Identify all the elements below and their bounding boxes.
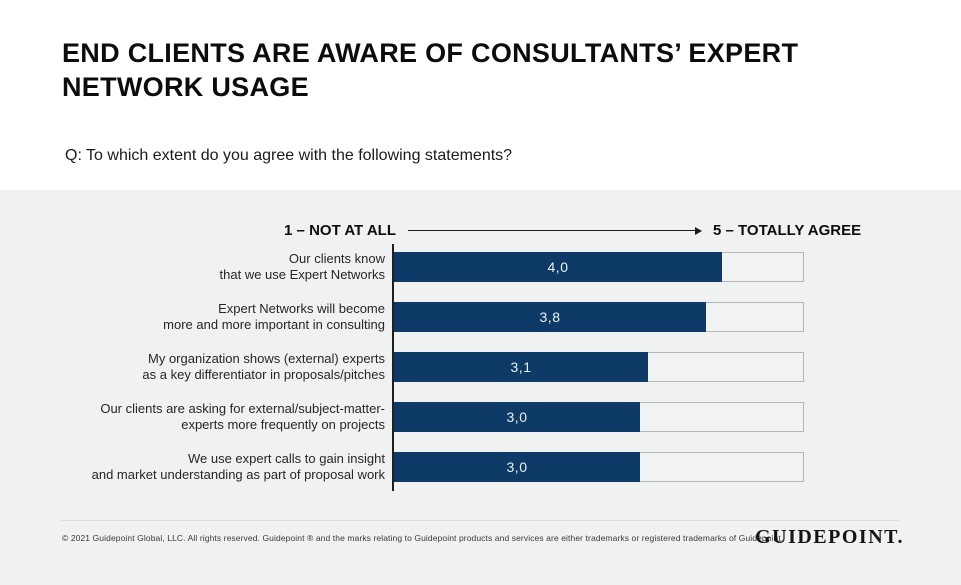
chart-row: Our clients are asking for external/subj… bbox=[0, 401, 961, 432]
copyright-text: © 2021 Guidepoint Global, LLC. All right… bbox=[62, 533, 784, 543]
survey-question: Q: To which extent do you agree with the… bbox=[65, 147, 513, 164]
bar-fill: 4,0 bbox=[394, 252, 722, 282]
bar-fill: 3,8 bbox=[394, 302, 706, 332]
bar-fill: 3,0 bbox=[394, 452, 640, 482]
bar-value-label: 3,8 bbox=[539, 309, 561, 325]
bar-fill: 3,1 bbox=[394, 352, 648, 382]
page-title: END CLIENTS ARE AWARE OF CONSULTANTS’ EX… bbox=[62, 38, 799, 102]
bar-value-label: 3,0 bbox=[506, 409, 528, 425]
scale-max-label: 5 – TOTALLY AGREE bbox=[713, 222, 862, 239]
chart-row: My organization shows (external) experts… bbox=[0, 351, 961, 382]
bar-category-label: My organization shows (external) experts… bbox=[142, 351, 385, 382]
bar-fill: 3,0 bbox=[394, 402, 640, 432]
bar-category-label: Our clients know that we use Expert Netw… bbox=[219, 251, 385, 282]
y-axis-line bbox=[392, 244, 394, 491]
guidepoint-logo: GUIDEPOINT. bbox=[755, 526, 904, 548]
bar-category-label: Expert Networks will become more and mor… bbox=[163, 301, 385, 332]
footer-divider bbox=[60, 520, 900, 521]
scale-min-label: 1 – NOT AT ALL bbox=[284, 222, 396, 239]
bar-category-label: Our clients are asking for external/subj… bbox=[100, 401, 385, 432]
chart-row: Expert Networks will become more and mor… bbox=[0, 301, 961, 332]
bar-value-label: 3,0 bbox=[506, 459, 528, 475]
chart-rows: Our clients know that we use Expert Netw… bbox=[0, 251, 961, 502]
scale-arrow bbox=[408, 227, 702, 235]
bar-value-label: 4,0 bbox=[547, 259, 569, 275]
chart-row: We use expert calls to gain insight and … bbox=[0, 451, 961, 482]
arrow-right-icon bbox=[695, 227, 702, 235]
chart-row: Our clients know that we use Expert Netw… bbox=[0, 251, 961, 282]
chart-section: 1 – NOT AT ALL 5 – TOTALLY AGREE Our cli… bbox=[0, 190, 961, 585]
bar-value-label: 3,1 bbox=[510, 359, 532, 375]
bar-category-label: We use expert calls to gain insight and … bbox=[91, 451, 385, 482]
